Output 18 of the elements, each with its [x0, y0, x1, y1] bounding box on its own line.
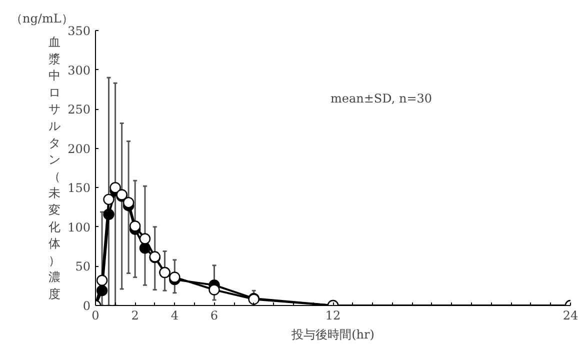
y-tick-label: 250: [68, 102, 90, 117]
x-tick-label: 6: [210, 308, 218, 322]
y-tick-label: 350: [68, 24, 90, 38]
x-tick-label: 4: [170, 308, 179, 322]
x-tick-label: 24: [562, 308, 578, 322]
text: （ng/mL）: [10, 12, 74, 26]
x-tick-label: 12: [325, 308, 341, 322]
x-axis-title: 投与後時間(hr): [290, 328, 374, 342]
y-tick-label: 100: [68, 220, 90, 234]
text: 血漿中ロサルタン（未変化体）濃度: [48, 35, 61, 301]
y-tick-label: 300: [68, 63, 90, 78]
y-tick-label: 0: [82, 299, 91, 313]
y-tick-label: 200: [68, 142, 90, 156]
annotation: mean±SD, n=30: [330, 92, 432, 106]
y-tick-label: 50: [75, 260, 91, 274]
x-tick-label: 2: [131, 308, 139, 322]
x-tick-label: 0: [92, 308, 100, 322]
y-tick-label: 150: [68, 181, 90, 196]
